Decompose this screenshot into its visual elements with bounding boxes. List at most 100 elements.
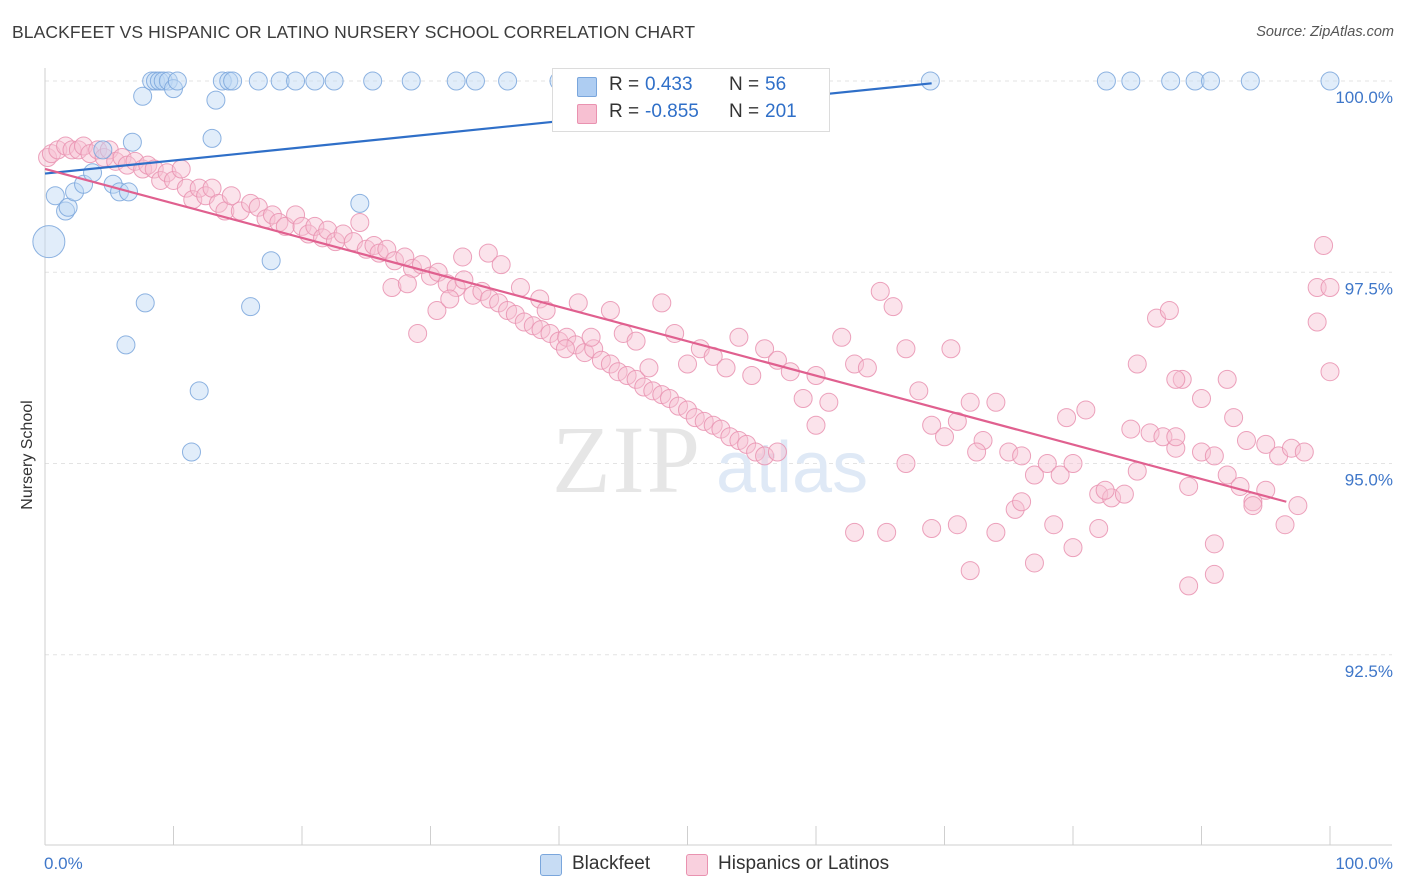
blackfeet-point: [116, 335, 136, 355]
hispanic-point: [382, 278, 402, 298]
hispanic-point: [1166, 438, 1186, 458]
hispanic-point: [806, 415, 826, 435]
blackfeet-point: [206, 90, 226, 110]
hispanic-point: [1230, 476, 1250, 496]
hispanic-point: [1089, 519, 1109, 539]
legend-swatch-blackfeet: [540, 854, 562, 876]
blackfeet-point: [465, 71, 485, 91]
blackfeet-point: [446, 71, 466, 91]
hispanic-point: [1256, 434, 1276, 454]
hispanic-point: [74, 136, 94, 156]
blackfeet-point: [1096, 71, 1116, 91]
n-value: 56: [765, 74, 787, 95]
hispanic-point: [986, 392, 1006, 412]
axes: [44, 68, 1392, 846]
chart-title: BLACKFEET VS HISPANIC OR LATINO NURSERY …: [12, 22, 696, 42]
hispanic-point: [1243, 496, 1263, 516]
hispanic-point: [1121, 419, 1141, 439]
hispanic-point: [1204, 564, 1224, 584]
hispanic-point: [1140, 423, 1160, 443]
y-tick-label: 100.0%: [1335, 88, 1393, 107]
hispanic-point: [896, 454, 916, 473]
blackfeet-point: [241, 297, 261, 317]
hispanic-point: [729, 327, 749, 347]
hispanic-point: [986, 522, 1006, 542]
hispanic-point: [652, 293, 672, 313]
hispanic-point: [318, 220, 338, 240]
hispanic-point: [581, 327, 601, 347]
hispanic-point: [922, 519, 942, 539]
blackfeet-point: [122, 132, 142, 152]
hispanic-point: [1057, 408, 1077, 428]
hispanic-point: [896, 339, 916, 359]
blackfeet-point: [401, 71, 421, 91]
hispanic-points: [38, 136, 1340, 596]
hispanic-point: [408, 323, 428, 343]
hispanic-point: [286, 205, 306, 225]
legend-label-hispanic: Hispanics or Latinos: [718, 853, 890, 874]
hispanic-point: [1127, 354, 1147, 374]
hispanic-point: [1076, 400, 1096, 420]
n-value: 201: [765, 101, 797, 122]
hispanic-point: [1024, 465, 1044, 485]
hispanic-point: [1281, 438, 1301, 458]
hispanic-point: [947, 515, 967, 535]
blackfeet-point: [189, 381, 209, 401]
hispanic-point: [88, 140, 108, 160]
hispanic-point: [678, 400, 697, 420]
r-value: -0.855: [645, 101, 699, 122]
hispanic-point: [960, 392, 980, 412]
hispanic-point: [38, 148, 58, 167]
blackfeet-point: [153, 71, 173, 91]
hispanic-point: [1063, 454, 1083, 473]
hispanic-point: [1102, 488, 1122, 508]
tick-labels: 92.5% 95.0% 97.5% 100.0% 0.0% 100.0%: [44, 88, 1393, 873]
hispanic-point: [755, 446, 775, 466]
y-tick-label: 97.5%: [1345, 279, 1393, 298]
hispanic-point: [780, 362, 800, 382]
hispanic-point: [1192, 388, 1211, 408]
hispanic-point: [1236, 431, 1256, 451]
hispanic-point: [845, 354, 865, 374]
blackfeet-point: [261, 251, 281, 271]
blackfeet-point: [1121, 71, 1141, 91]
hispanic-point: [350, 213, 370, 233]
hispanic-point: [755, 339, 775, 359]
hispanic-point: [262, 205, 282, 225]
hispanic-point: [1204, 446, 1224, 466]
hispanic-point: [1179, 576, 1199, 596]
blackfeet-point: [270, 71, 290, 91]
hispanic-point: [1224, 408, 1244, 428]
blackfeet-point: [350, 193, 370, 213]
watermark: ZIP atlas: [552, 406, 868, 513]
stats-legend: R = 0.433 N = 56 R = -0.855 N = 201: [552, 68, 830, 132]
hispanic-point: [453, 247, 473, 267]
n-label: N =: [729, 101, 760, 122]
blackfeet-point: [212, 71, 232, 91]
r-label: R =: [609, 74, 640, 95]
blackfeet-point: [45, 186, 65, 206]
blackfeet-point: [1240, 71, 1260, 91]
hispanic-point: [600, 354, 620, 374]
hispanic-point: [742, 366, 762, 386]
x-tick-label: 100.0%: [1335, 854, 1393, 873]
hispanic-trendline: [44, 167, 1287, 503]
hispanic-point: [678, 354, 697, 374]
hispanic-point: [536, 301, 556, 320]
legend-swatch-hispanic: [686, 854, 708, 876]
source-label: Source: ZipAtlas.com: [1256, 24, 1394, 40]
hispanic-point: [62, 140, 82, 160]
hispanic-point: [1166, 369, 1186, 389]
hispanic-point: [1166, 427, 1186, 447]
blackfeet-point: [93, 140, 113, 160]
hispanic-point: [397, 274, 417, 294]
hispanic-point: [1307, 312, 1327, 332]
x-tick-label: 0.0%: [44, 854, 83, 873]
hispanic-point: [1012, 492, 1032, 512]
hispanic-point: [491, 255, 511, 275]
hispanic-point: [935, 427, 954, 447]
blackfeet-point: [1185, 71, 1205, 91]
hispanic-point: [377, 239, 397, 259]
hispanic-point: [230, 201, 250, 221]
legend-label-blackfeet: Blackfeet: [572, 853, 651, 874]
